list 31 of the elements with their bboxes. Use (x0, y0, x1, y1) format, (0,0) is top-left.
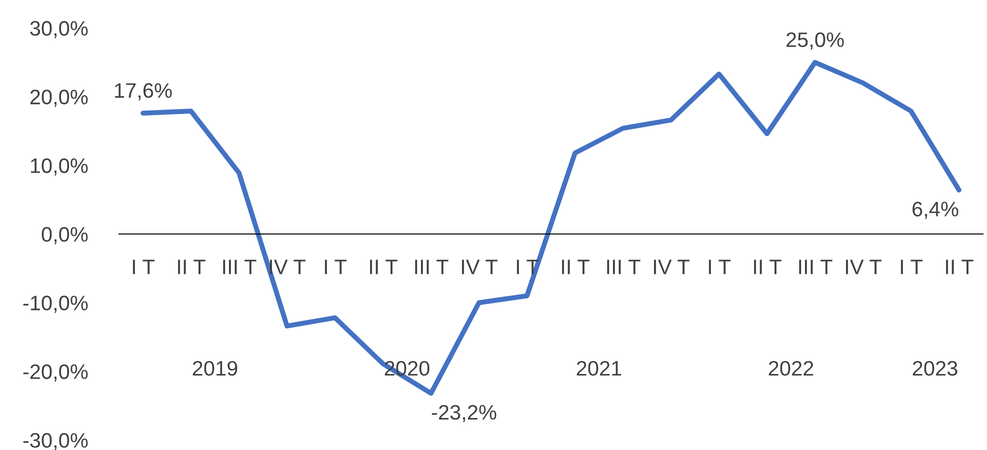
x-tick-label: I T (708, 260, 730, 274)
y-tick-label: 30,0% (30, 21, 88, 38)
y-tick-label: 20,0% (30, 90, 88, 107)
x-tick-label: I T (132, 260, 154, 274)
x-tick-label: II T (562, 260, 590, 274)
data-label: 6,4% (912, 202, 958, 219)
x-tick-label: III T (799, 260, 832, 274)
x-tick-label: II T (946, 260, 974, 274)
x-tick-label: III T (607, 260, 640, 274)
y-tick-label: 10,0% (30, 158, 88, 176)
x-tick-label: II T (754, 260, 782, 274)
y-tick-label: -20,0% (23, 364, 88, 382)
x-tick-label: III T (223, 260, 256, 274)
x-tick-label: II T (178, 260, 206, 274)
x-tick-label: I T (324, 260, 346, 274)
x-tick-label: I T (900, 260, 922, 274)
y-tick-label: 0,0% (42, 227, 88, 244)
x-tick-label: II T (370, 260, 398, 274)
y-tick-label: -10,0% (23, 296, 88, 313)
x-tick-label: IV T (462, 260, 498, 274)
annotation: 2023 (912, 360, 958, 376)
data-label: 25,0% (786, 32, 844, 50)
x-tick-label: III T (415, 260, 448, 274)
y-tick-label: -30,0% (23, 433, 88, 450)
annotation: 2022 (768, 360, 814, 376)
data-label: -23,2% (432, 404, 496, 422)
data-label: 17,6% (115, 83, 172, 100)
annotation: 2019 (192, 360, 238, 376)
annotation: 2021 (576, 360, 622, 376)
x-tick-label: IV T (846, 260, 882, 274)
x-tick-label: IV T (654, 260, 690, 274)
